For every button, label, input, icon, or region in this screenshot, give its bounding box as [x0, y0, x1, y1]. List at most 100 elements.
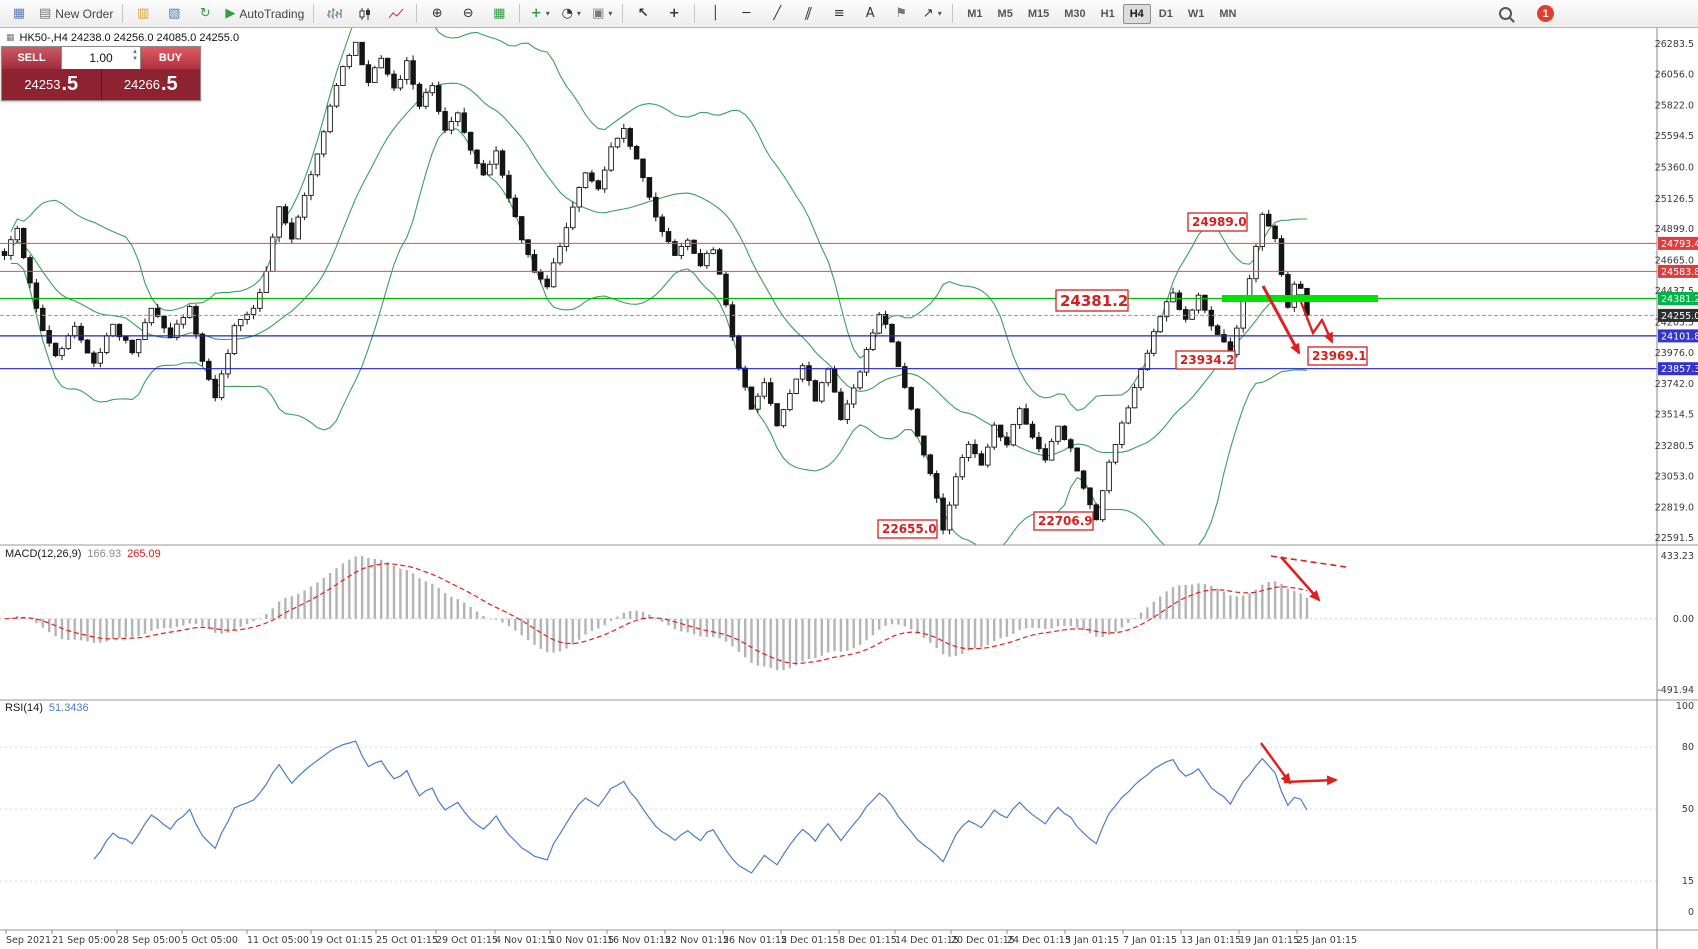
svg-text:24899.0: 24899.0 [1655, 224, 1694, 235]
svg-text:26283.5: 26283.5 [1655, 39, 1694, 50]
crosshair-button[interactable]: + [659, 3, 689, 25]
chart-plot-area[interactable] [0, 28, 1657, 545]
price-annotation[interactable]: 22655.0 [877, 519, 938, 539]
timeframe-button-w1[interactable]: W1 [1187, 7, 1205, 20]
chart-ohlc-title: ▦ HK50-,H4 24238.0 24256.0 24085.0 24255… [6, 32, 239, 44]
buy-price-button[interactable]: 24266.5 [100, 69, 200, 100]
toolbar-separator [519, 4, 521, 23]
candlestick-chart-button[interactable] [350, 3, 380, 25]
svg-text:13 Jan 01:15: 13 Jan 01:15 [1181, 935, 1241, 946]
price-annotation[interactable]: 22706.9 [1033, 511, 1094, 531]
timeframe-button-mn[interactable]: MN [1219, 7, 1237, 20]
timeframe-button-h1[interactable]: H1 [1100, 7, 1115, 20]
price-axis-scale[interactable] [1657, 28, 1698, 930]
timeframe-button-d1[interactable]: D1 [1158, 7, 1173, 20]
profiles-button[interactable]: ▧ [159, 3, 189, 25]
spinner-down-icon[interactable]: ▼ [132, 56, 138, 62]
trend-arrow[interactable] [1283, 775, 1338, 786]
panel-divider[interactable] [0, 698, 1657, 702]
trend-arrow[interactable] [1261, 285, 1301, 355]
label-button[interactable]: ⚑ [886, 3, 916, 25]
macd-panel[interactable] [0, 545, 1657, 700]
candles [1, 41, 1310, 535]
svg-text:22819.0: 22819.0 [1655, 503, 1694, 514]
trend-arrow[interactable] [1280, 556, 1321, 602]
cursor-button[interactable]: ↖ [628, 3, 658, 25]
svg-text:21 Sep 05:00: 21 Sep 05:00 [52, 935, 115, 946]
arrows-button[interactable]: ↗ ▾ [917, 3, 947, 25]
svg-text:22655.0: 22655.0 [882, 522, 937, 536]
channel-button[interactable]: ∥ [793, 3, 823, 25]
horizontal-line-button[interactable]: ─ [731, 3, 761, 25]
notification-badge[interactable]: 1 [1537, 5, 1554, 22]
spinner-up-icon[interactable]: ▲ [132, 49, 138, 55]
line-chart-button[interactable] [381, 3, 411, 25]
fibonacci-button[interactable]: ≡ [824, 3, 854, 25]
rsi-panel[interactable] [0, 700, 1657, 930]
buy-price-frac: .5 [160, 73, 178, 95]
trend-arrow[interactable] [1270, 555, 1347, 568]
svg-text:100: 100 [1676, 701, 1694, 712]
volume-spinner[interactable]: ▲ ▼ [132, 49, 138, 62]
equidistant-channel-icon: ∥ [802, 6, 814, 21]
price-annotation[interactable]: 24989.0 [1187, 212, 1248, 232]
svg-text:-491.94: -491.94 [1657, 685, 1694, 696]
price-annotation[interactable]: 23969.1 [1307, 346, 1368, 366]
trend-arrow[interactable] [1299, 301, 1334, 344]
price-annotation[interactable]: 23934.2 [1175, 350, 1236, 370]
bar-chart-button[interactable] [319, 3, 349, 25]
line-chart-icon [388, 8, 404, 18]
crosshair-icon: + [668, 6, 680, 21]
svg-text:15: 15 [1682, 876, 1694, 887]
templates-button[interactable]: ▣ ▾ [587, 3, 617, 25]
new-order-button[interactable]: ▤ New Order [35, 3, 117, 25]
timeframe-button-m1[interactable]: M1 [967, 7, 983, 20]
panel-divider[interactable] [0, 543, 1657, 547]
timeframe-button-m15[interactable]: M15 [1027, 7, 1050, 20]
toolbar-separator [622, 4, 624, 23]
price-annotation[interactable]: 24381.2 [1055, 289, 1129, 312]
trend-arrow[interactable] [1260, 742, 1292, 785]
vertical-line-button[interactable]: │ [700, 3, 730, 25]
volume-input[interactable]: 1.00 ▲ ▼ [62, 47, 140, 69]
timeframe-button-m5[interactable]: M5 [997, 7, 1013, 20]
autotrading-button[interactable]: ▶ AutoTrading [221, 3, 308, 25]
svg-text:23742.0: 23742.0 [1655, 379, 1694, 390]
rsi-plot-area[interactable] [0, 700, 1657, 930]
sell-price-button[interactable]: 24253.5 [2, 69, 101, 100]
zoom-in-button[interactable]: ⊕ [422, 3, 452, 25]
trendline-button[interactable]: ╱ [762, 3, 792, 25]
svg-text:24989.0: 24989.0 [1192, 215, 1247, 229]
chevron-down-icon: ▾ [576, 9, 581, 18]
macd-value-signal: 265.09 [127, 548, 161, 560]
buy-button[interactable]: BUY [140, 47, 200, 69]
svg-text:25822.0: 25822.0 [1655, 101, 1694, 112]
new-order-icon: ▤ [39, 6, 52, 21]
search-button[interactable] [1490, 3, 1520, 25]
toolbar-separator [952, 4, 954, 23]
svg-text:25594.5: 25594.5 [1655, 131, 1694, 142]
timeframe-button-h4[interactable]: H4 [1122, 3, 1151, 24]
svg-text:4 Nov 01:15: 4 Nov 01:15 [495, 935, 553, 946]
main-chart-panel[interactable]: 24989.0 24381.2 23934.2 23969.1 22655.0 22706… [0, 0, 1657, 551]
time-axis[interactable] [0, 931, 1657, 949]
chart-window-button[interactable]: ▦ [4, 3, 34, 25]
new-chart-button[interactable]: ▥ [128, 3, 158, 25]
timeframe-button-m30[interactable]: M30 [1064, 7, 1086, 20]
chart-window-icon: ▦ [12, 6, 26, 21]
svg-text:23514.5: 23514.5 [1655, 410, 1694, 421]
refresh-button[interactable]: ↻ [190, 3, 220, 25]
sell-button[interactable]: SELL [2, 47, 62, 69]
support-zone-highlight[interactable] [1222, 295, 1378, 302]
indicators-button[interactable]: + ▾ [525, 3, 555, 25]
text-button[interactable]: A [855, 3, 885, 25]
template-icon: ▣ [592, 6, 605, 21]
autotrading-label: AutoTrading [239, 6, 305, 21]
svg-text:19 Oct 01:15: 19 Oct 01:15 [311, 935, 373, 946]
autotrading-play-icon: ▶ [225, 6, 236, 21]
zoom-out-button[interactable]: ⊖ [453, 3, 483, 25]
svg-text:20 Dec 01:15: 20 Dec 01:15 [951, 935, 1015, 946]
periods-button[interactable]: ◔ ▾ [556, 3, 586, 25]
rsi-value: 51.3436 [48, 702, 89, 714]
tile-windows-button[interactable]: ▦ [484, 3, 514, 25]
